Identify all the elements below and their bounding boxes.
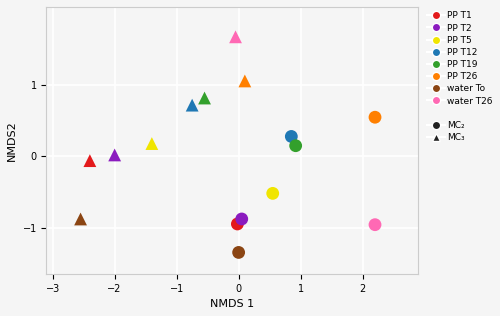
- Point: [110, 152, 118, 157]
- Y-axis label: NMDS2: NMDS2: [7, 120, 17, 161]
- Point: [288, 134, 296, 139]
- Point: [371, 222, 379, 227]
- Point: [86, 158, 94, 163]
- Point: [232, 34, 239, 40]
- Point: [371, 115, 379, 120]
- Point: [234, 250, 242, 255]
- Point: [200, 95, 208, 100]
- Point: [234, 222, 241, 227]
- Point: [188, 103, 196, 108]
- Point: [268, 191, 276, 196]
- Point: [238, 216, 246, 222]
- Point: [241, 78, 249, 83]
- X-axis label: NMDS 1: NMDS 1: [210, 299, 254, 309]
- Point: [76, 216, 84, 222]
- Legend: PP T1, PP T2, PP T5, PP T12, PP T19, PP T26, water To, water T26, , MC₂, MC₃: PP T1, PP T2, PP T5, PP T12, PP T19, PP …: [426, 11, 493, 142]
- Point: [292, 143, 300, 148]
- Point: [148, 141, 156, 146]
